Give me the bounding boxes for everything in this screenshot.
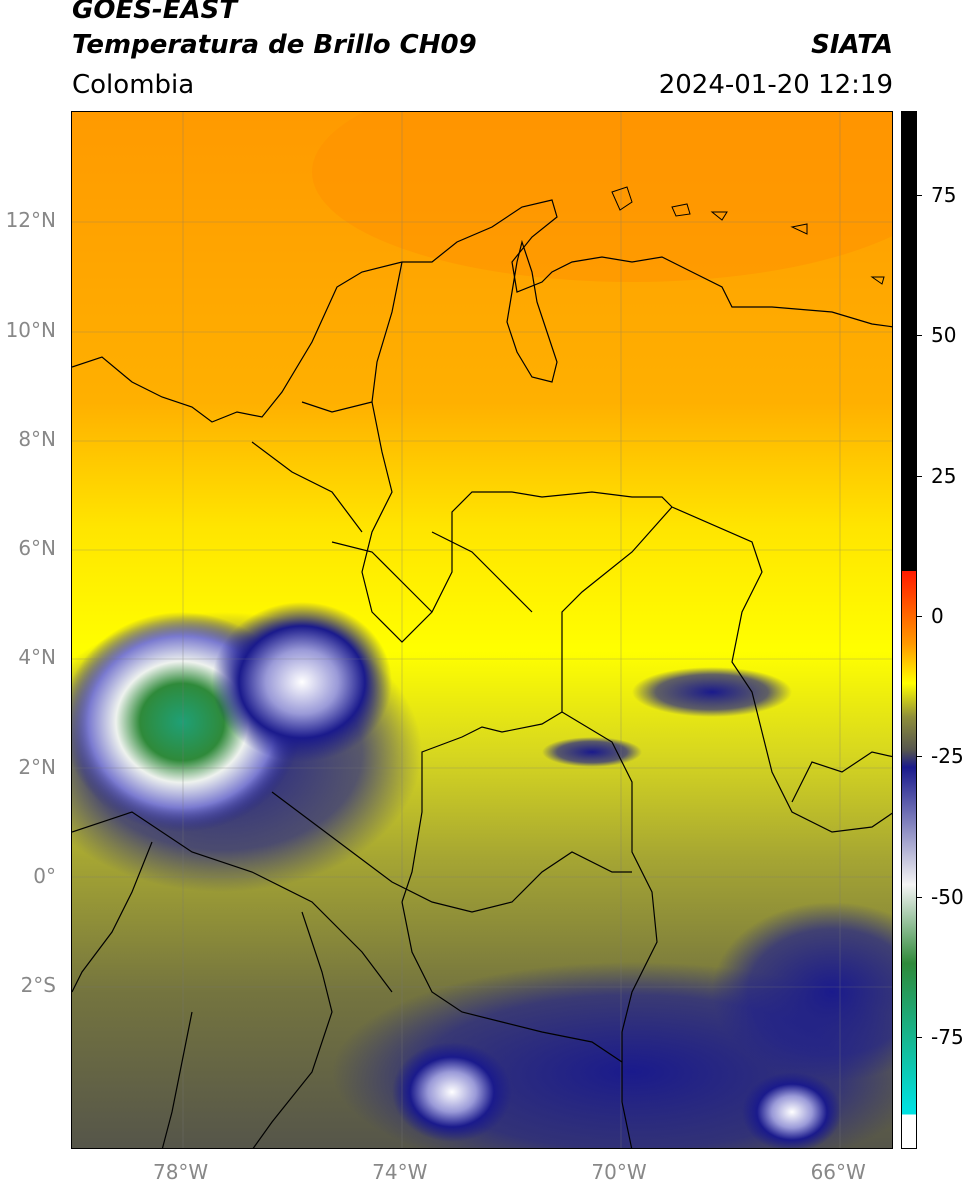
colorbar-tick-label: 25 — [931, 463, 957, 488]
map-canvas — [72, 112, 892, 1148]
lat-tick-label: 2°N — [18, 754, 56, 779]
lon-tick-label: 78°W — [152, 1160, 209, 1184]
lat-tick-label: 10°N — [5, 317, 56, 342]
colorbar-tick-label: -75 — [931, 1024, 964, 1049]
lat-tick-label: 4°N — [18, 645, 56, 670]
region-label: Colombia — [72, 70, 195, 100]
satellite-map[interactable] — [71, 111, 893, 1149]
title-satellite: GOES-EAST — [72, 0, 238, 25]
source-label: SIATA — [811, 30, 893, 60]
colorbar-tick-label: 0 — [931, 603, 944, 628]
colorbar-tick-mark — [917, 195, 922, 197]
colorbar-tick-mark — [917, 615, 922, 617]
lat-tick-label: 6°N — [18, 536, 56, 561]
lat-tick-label: 2°S — [20, 973, 56, 998]
colorbar-tick-mark — [917, 756, 922, 758]
colorbar-tick-label: -50 — [931, 884, 964, 909]
colorbar-tick-label: 75 — [931, 183, 957, 208]
lat-tick-label: 8°N — [18, 426, 56, 451]
colorbar-tick-mark — [917, 335, 922, 337]
lon-tick-label: 66°W — [810, 1160, 866, 1184]
lat-tick-label: 0° — [33, 863, 56, 888]
colorbar-tick-label: -25 — [931, 744, 964, 769]
datetime-label: 2024-01-20 12:19 — [658, 70, 893, 100]
colorbar-tick-mark — [917, 475, 922, 477]
colorbar-tick-mark — [917, 896, 922, 898]
lat-tick-label: 12°N — [5, 208, 56, 233]
colorbar-tick-mark — [917, 1036, 922, 1038]
lon-tick-label: 70°W — [591, 1160, 647, 1184]
colorbar — [901, 111, 917, 1149]
lon-tick-label: 74°W — [372, 1160, 428, 1184]
title-product: Temperatura de Brillo CH09 — [72, 30, 477, 60]
colorbar-tick-label: 50 — [931, 323, 957, 348]
